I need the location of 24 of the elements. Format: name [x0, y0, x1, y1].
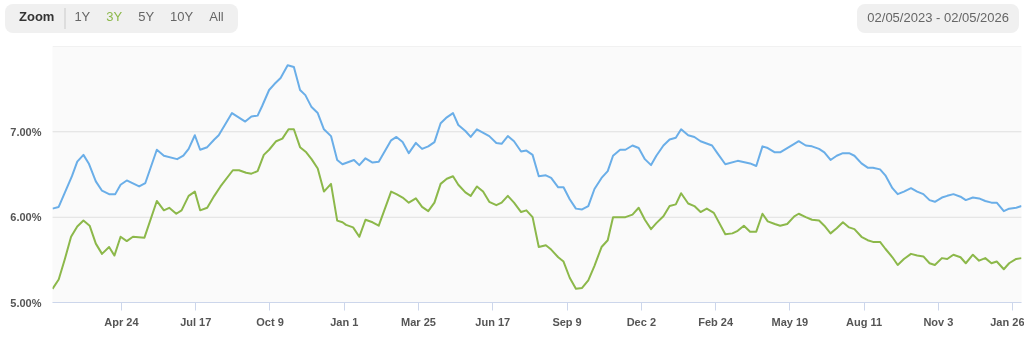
- y-tick-label: 5.00%: [10, 296, 42, 309]
- x-tick-label: Aug 11: [846, 315, 883, 328]
- x-tick-label: Jan 1: [330, 315, 359, 328]
- x-tick-label: Jul 17: [180, 315, 212, 328]
- x-tick-label: Oct 9: [256, 315, 284, 328]
- text: 5Y: [137, 8, 156, 26]
- x-tick-label: Nov 3: [923, 315, 954, 328]
- text: 1Y: [73, 8, 92, 26]
- text: 3Y: [105, 8, 124, 26]
- text: 10Y: [169, 8, 195, 26]
- x-tick-label: Jan 26: [990, 315, 1024, 328]
- text: All: [208, 8, 225, 26]
- x-tick-label: Mar 25: [401, 315, 436, 328]
- y-tick-label: 7.00%: [10, 125, 42, 138]
- line-series: [52, 128, 1022, 290]
- y-tick-label: 6.00%: [10, 211, 42, 224]
- text: 02/05/2023 - 02/05/2026: [857, 4, 1019, 33]
- x-tick-label: Jun 17: [475, 315, 511, 328]
- x-tick-label: May 19: [771, 315, 809, 328]
- x-tick-label: Dec 2: [626, 315, 657, 328]
- x-tick-label: Feb 24: [698, 315, 734, 328]
- x-tick-label: Apr 24: [104, 315, 140, 328]
- text: Zoom: [11, 8, 67, 29]
- x-tick-label: Sep 9: [552, 315, 582, 328]
